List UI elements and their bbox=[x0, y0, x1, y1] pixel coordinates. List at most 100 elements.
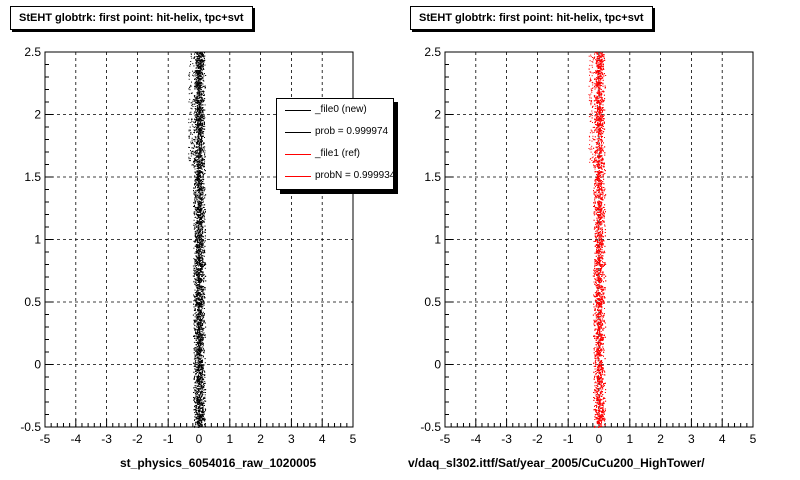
data-point bbox=[198, 316, 200, 318]
data-point bbox=[193, 377, 195, 379]
data-point bbox=[198, 138, 200, 140]
data-point bbox=[199, 280, 200, 281]
data-point bbox=[199, 294, 201, 296]
data-point bbox=[204, 383, 206, 384]
data-point bbox=[198, 426, 200, 428]
data-point bbox=[193, 303, 195, 305]
data-point bbox=[200, 278, 201, 280]
data-point bbox=[198, 162, 200, 164]
data-point bbox=[202, 388, 204, 390]
data-point bbox=[202, 100, 204, 102]
data-point bbox=[201, 361, 202, 363]
data-point bbox=[197, 131, 199, 133]
data-point bbox=[202, 250, 204, 251]
data-point bbox=[197, 177, 199, 179]
data-point bbox=[198, 84, 200, 86]
data-point bbox=[204, 225, 206, 227]
data-point bbox=[196, 109, 198, 110]
data-point bbox=[203, 122, 205, 124]
data-point bbox=[197, 165, 199, 166]
data-point bbox=[197, 215, 199, 217]
data-point bbox=[204, 287, 206, 289]
data-point bbox=[193, 409, 195, 410]
data-point bbox=[194, 72, 196, 73]
data-point bbox=[204, 211, 206, 213]
data-point bbox=[198, 79, 200, 81]
data-point bbox=[198, 293, 200, 295]
data-point bbox=[197, 57, 199, 59]
data-point bbox=[201, 193, 203, 195]
data-point bbox=[204, 297, 206, 299]
data-point bbox=[197, 352, 199, 354]
data-point bbox=[195, 255, 197, 257]
data-point bbox=[200, 407, 202, 409]
data-point bbox=[200, 425, 202, 427]
data-point bbox=[198, 234, 200, 236]
data-point bbox=[197, 401, 199, 403]
data-point bbox=[201, 418, 203, 420]
data-point bbox=[199, 372, 201, 374]
data-point bbox=[198, 353, 200, 354]
data-point bbox=[198, 385, 200, 387]
data-point bbox=[196, 376, 198, 378]
data-point bbox=[197, 287, 199, 289]
data-point bbox=[196, 127, 198, 129]
data-point bbox=[193, 323, 195, 325]
data-point bbox=[194, 56, 196, 58]
data-point bbox=[198, 335, 199, 337]
data-point bbox=[199, 198, 201, 200]
data-point bbox=[199, 60, 201, 62]
data-point bbox=[201, 255, 203, 257]
data-point bbox=[201, 244, 203, 246]
data-point bbox=[197, 275, 198, 277]
data-point bbox=[199, 413, 201, 415]
data-point bbox=[201, 107, 203, 109]
data-point bbox=[196, 412, 198, 414]
data-point bbox=[201, 137, 203, 139]
data-point bbox=[198, 181, 200, 183]
data-point bbox=[197, 140, 198, 142]
data-point bbox=[201, 425, 203, 427]
data-point bbox=[194, 425, 196, 427]
data-point bbox=[199, 234, 201, 236]
data-point bbox=[204, 188, 206, 190]
data-point bbox=[202, 91, 204, 93]
data-point bbox=[199, 231, 201, 233]
data-point bbox=[198, 327, 199, 329]
data-point bbox=[201, 402, 202, 404]
data-point bbox=[199, 110, 201, 112]
data-point bbox=[203, 164, 205, 166]
data-point bbox=[194, 200, 196, 202]
data-point bbox=[196, 357, 198, 359]
data-point bbox=[203, 86, 205, 88]
data-point bbox=[195, 83, 197, 85]
data-point bbox=[194, 296, 196, 298]
data-point bbox=[201, 172, 203, 174]
data-point bbox=[196, 114, 198, 116]
data-point bbox=[196, 266, 198, 268]
data-point bbox=[201, 370, 203, 372]
data-point bbox=[195, 251, 197, 253]
data-point bbox=[201, 379, 203, 381]
data-point bbox=[200, 166, 202, 168]
data-point bbox=[202, 95, 204, 96]
data-point bbox=[201, 403, 203, 405]
data-point bbox=[198, 164, 200, 166]
data-point bbox=[199, 378, 201, 380]
data-point bbox=[204, 159, 205, 160]
data-point bbox=[194, 82, 196, 84]
data-point bbox=[202, 98, 204, 100]
data-point bbox=[200, 397, 201, 399]
data-point bbox=[197, 284, 199, 286]
data-point bbox=[195, 155, 197, 157]
data-point bbox=[193, 267, 195, 269]
data-point bbox=[201, 278, 203, 280]
data-point bbox=[199, 344, 201, 346]
data-point bbox=[195, 270, 197, 272]
data-point bbox=[199, 55, 201, 57]
data-point bbox=[197, 279, 199, 281]
data-point bbox=[197, 319, 199, 320]
data-point bbox=[200, 320, 202, 322]
data-point bbox=[202, 93, 203, 95]
data-point bbox=[194, 362, 196, 364]
